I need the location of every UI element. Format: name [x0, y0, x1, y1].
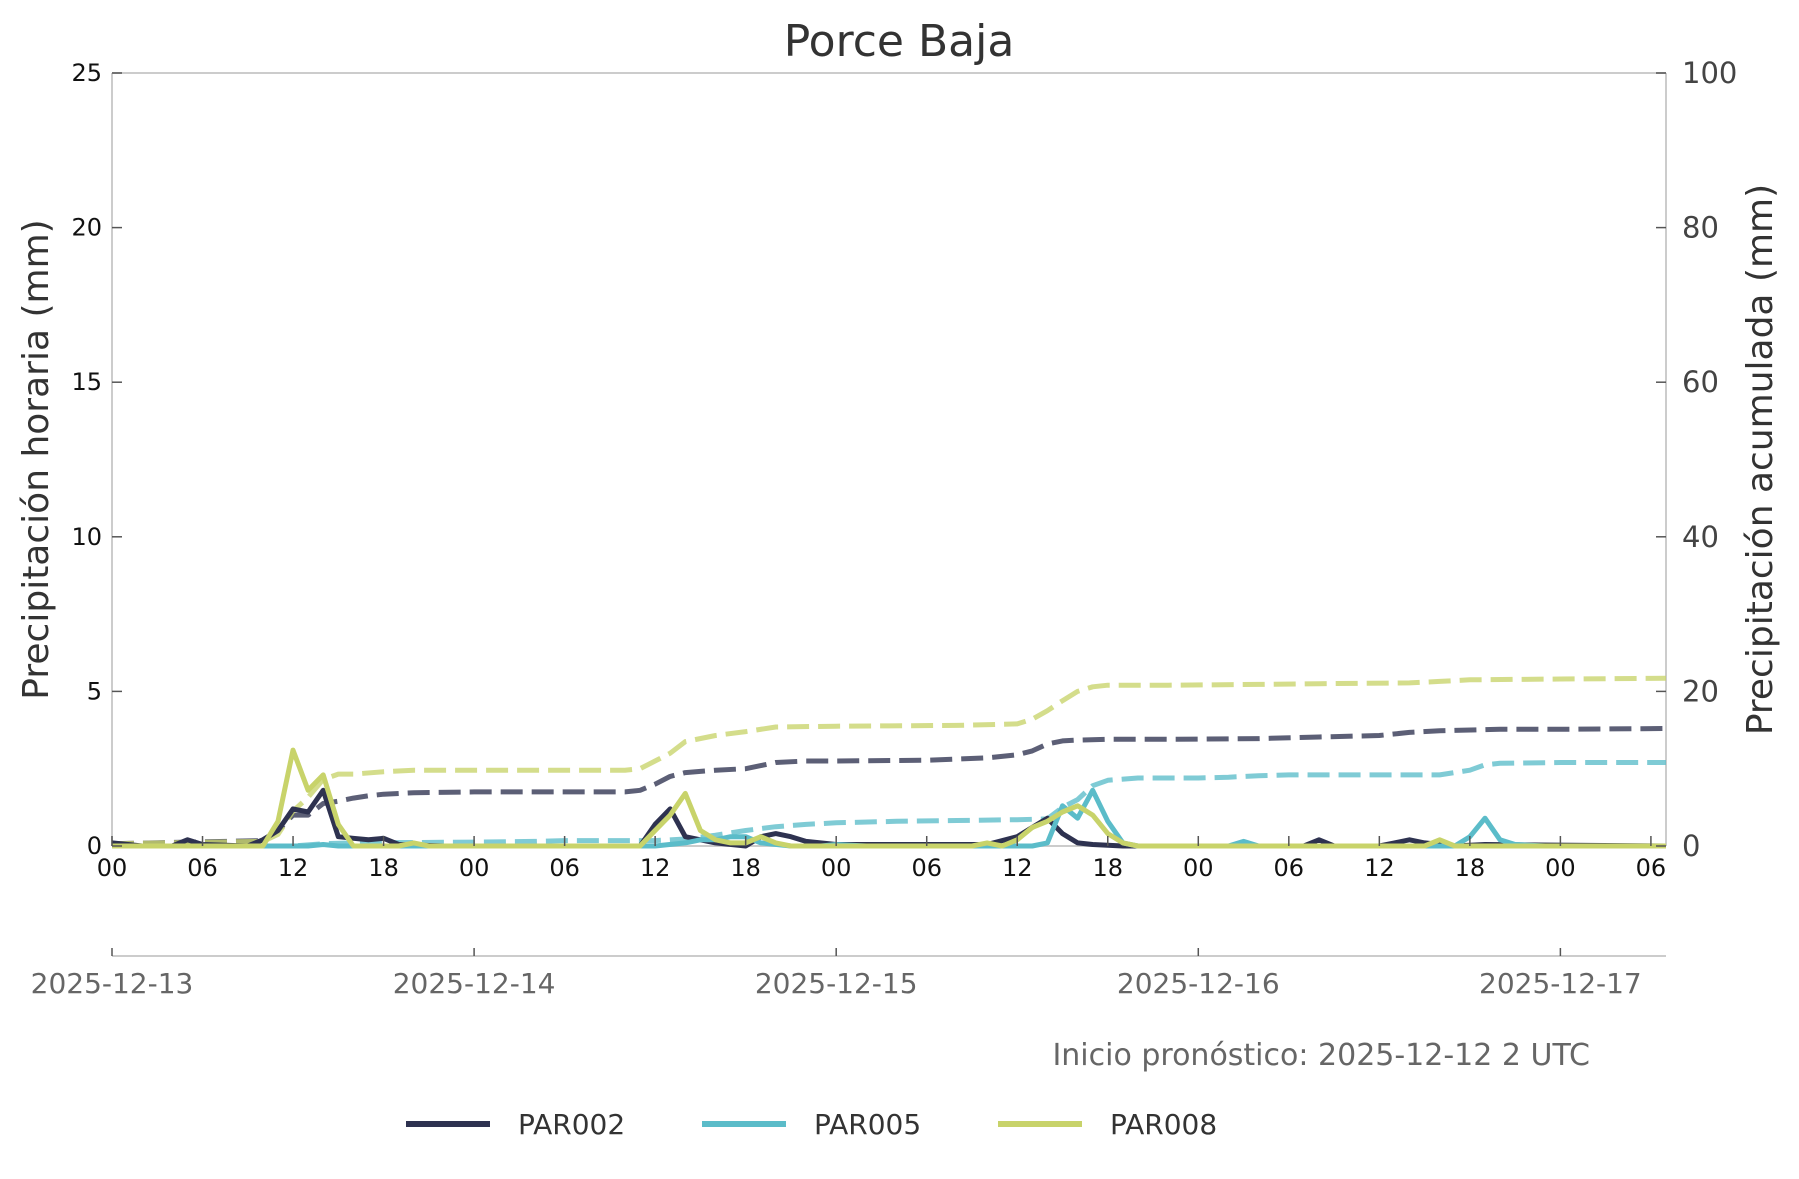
series-par002-hourly-line [111, 787, 1667, 849]
x-hour-tick-label: 06 [1636, 854, 1667, 882]
series-par008-hourly-line [112, 747, 1666, 849]
x-hour-tick-label: 00 [459, 854, 490, 882]
x-hour-tick-label: 18 [1455, 854, 1486, 882]
y-left-tick-label: 5 [87, 677, 102, 705]
y-left-tick-label: 10 [71, 523, 102, 551]
y-left-tick-label: 0 [87, 832, 102, 860]
y-right-tick-label: 100 [1682, 56, 1737, 90]
x-hour-tick-label: 06 [549, 854, 580, 882]
ticks-layer: 0 5 10 15 20 25 0 20 40 60 80 100 00 06 12 18 00 06 12 18 00… [71, 56, 1737, 882]
legend-label-par005: PAR005 [814, 1108, 921, 1141]
series-layer [111, 675, 1667, 849]
x-hour-tick-label: 12 [1364, 854, 1395, 882]
x-hour-tick-label: 00 [97, 854, 128, 882]
y-axis-left-label: Precipitación horaria (mm) [16, 219, 57, 699]
y-left-tick-label: 20 [71, 214, 102, 242]
y-right-tick-label: 60 [1682, 365, 1719, 399]
x-hour-tick-label: 18 [1092, 854, 1123, 882]
x-hour-tick-label: 00 [1545, 854, 1576, 882]
x-hour-tick-label: 06 [911, 854, 942, 882]
y-left-tick-label: 15 [71, 368, 102, 396]
forecast-start-note: Inicio pronóstico: 2025-12-12 2 UTC [1052, 1038, 1590, 1073]
date-axis: 2025-12-13 2025-12-14 2025-12-15 2025-12-16… [31, 948, 1666, 1000]
date-tick-label: 2025-12-14 [393, 967, 556, 1000]
series-par008-accumulated-line [111, 675, 1667, 847]
x-hour-tick-label: 06 [187, 854, 218, 882]
date-tick-label: 2025-12-17 [1479, 967, 1642, 1000]
series-par005-hourly-line [112, 787, 1666, 849]
x-hour-tick-label: 06 [1274, 854, 1305, 882]
series-par005-accumulated-line [112, 760, 1666, 849]
y-left-tick-label: 25 [71, 59, 102, 87]
x-hour-tick-label: 00 [821, 854, 852, 882]
x-hour-tick-label: 12 [1002, 854, 1033, 882]
x-hour-tick-label: 12 [640, 854, 671, 882]
legend-label-par008: PAR008 [1110, 1108, 1217, 1141]
x-hour-tick-label: 18 [730, 854, 761, 882]
y-right-tick-label: 20 [1682, 674, 1719, 708]
date-tick-label: 2025-12-15 [755, 967, 918, 1000]
y-right-tick-label: 40 [1682, 520, 1719, 554]
x-hour-tick-label: 12 [278, 854, 309, 882]
date-tick-label: 2025-12-13 [31, 967, 194, 1000]
y-axis-right-label: Precipitación acumulada (mm) [1740, 184, 1781, 735]
legend: PAR002 PAR005 PAR008 [406, 1108, 1217, 1141]
y-right-tick-label: 80 [1682, 211, 1719, 245]
y-right-tick-label: 0 [1682, 829, 1700, 863]
date-tick-label: 2025-12-16 [1117, 967, 1280, 1000]
x-hour-tick-label: 18 [368, 854, 399, 882]
x-hour-tick-label: 00 [1183, 854, 1214, 882]
chart-title: Porce Baja [784, 16, 1015, 67]
series-par002-accumulated-line [111, 726, 1667, 847]
legend-label-par002: PAR002 [518, 1108, 625, 1141]
